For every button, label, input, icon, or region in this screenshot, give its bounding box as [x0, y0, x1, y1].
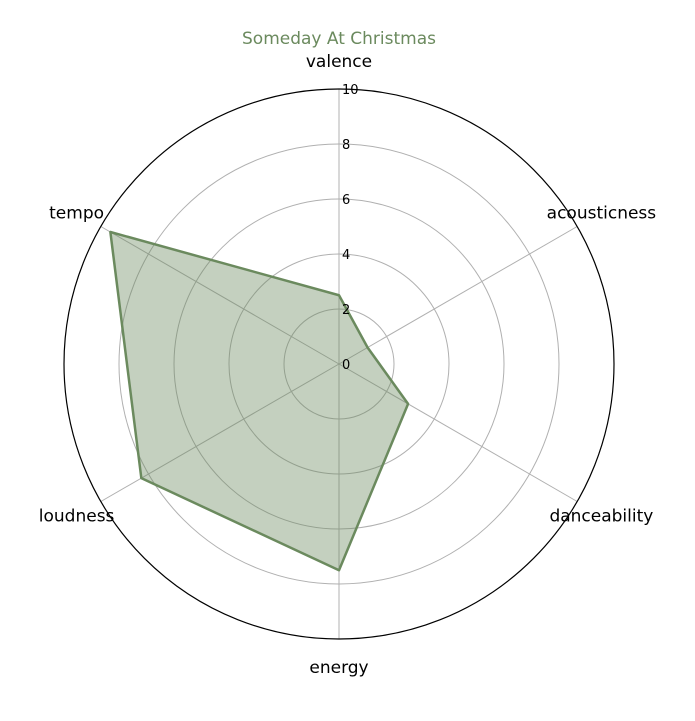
- series-area-0: [110, 232, 409, 571]
- tick-label-8: 8: [342, 138, 350, 153]
- axis-label-tempo: tempo: [49, 204, 104, 224]
- tick-label-2: 2: [342, 303, 350, 318]
- radial-tick-labels: 0 2 4 6 8 10: [342, 83, 359, 373]
- axis-label-acousticness: acousticness: [547, 204, 657, 224]
- spoke-danceability: [338, 363, 578, 502]
- tick-label-6: 6: [342, 193, 350, 208]
- axis-label-danceability: danceability: [549, 507, 653, 527]
- spoke-acousticness: [338, 226, 578, 365]
- outer-frame: [63, 88, 615, 640]
- axis-label-loudness: loudness: [39, 507, 115, 527]
- tick-label-10: 10: [342, 83, 359, 98]
- tick-label-0: 0: [342, 358, 350, 373]
- spoke-tempo: [100, 226, 340, 365]
- series-line-0: [109, 230, 410, 572]
- tick-label-4: 4: [342, 248, 350, 263]
- axis-label-valence: valence: [306, 52, 372, 72]
- axis-labels: valence acousticness danceability energy lou…: [39, 52, 657, 678]
- chart-title: Someday At Christmas: [242, 29, 436, 49]
- series-layer: [109, 230, 410, 572]
- axis-label-energy: energy: [309, 658, 368, 678]
